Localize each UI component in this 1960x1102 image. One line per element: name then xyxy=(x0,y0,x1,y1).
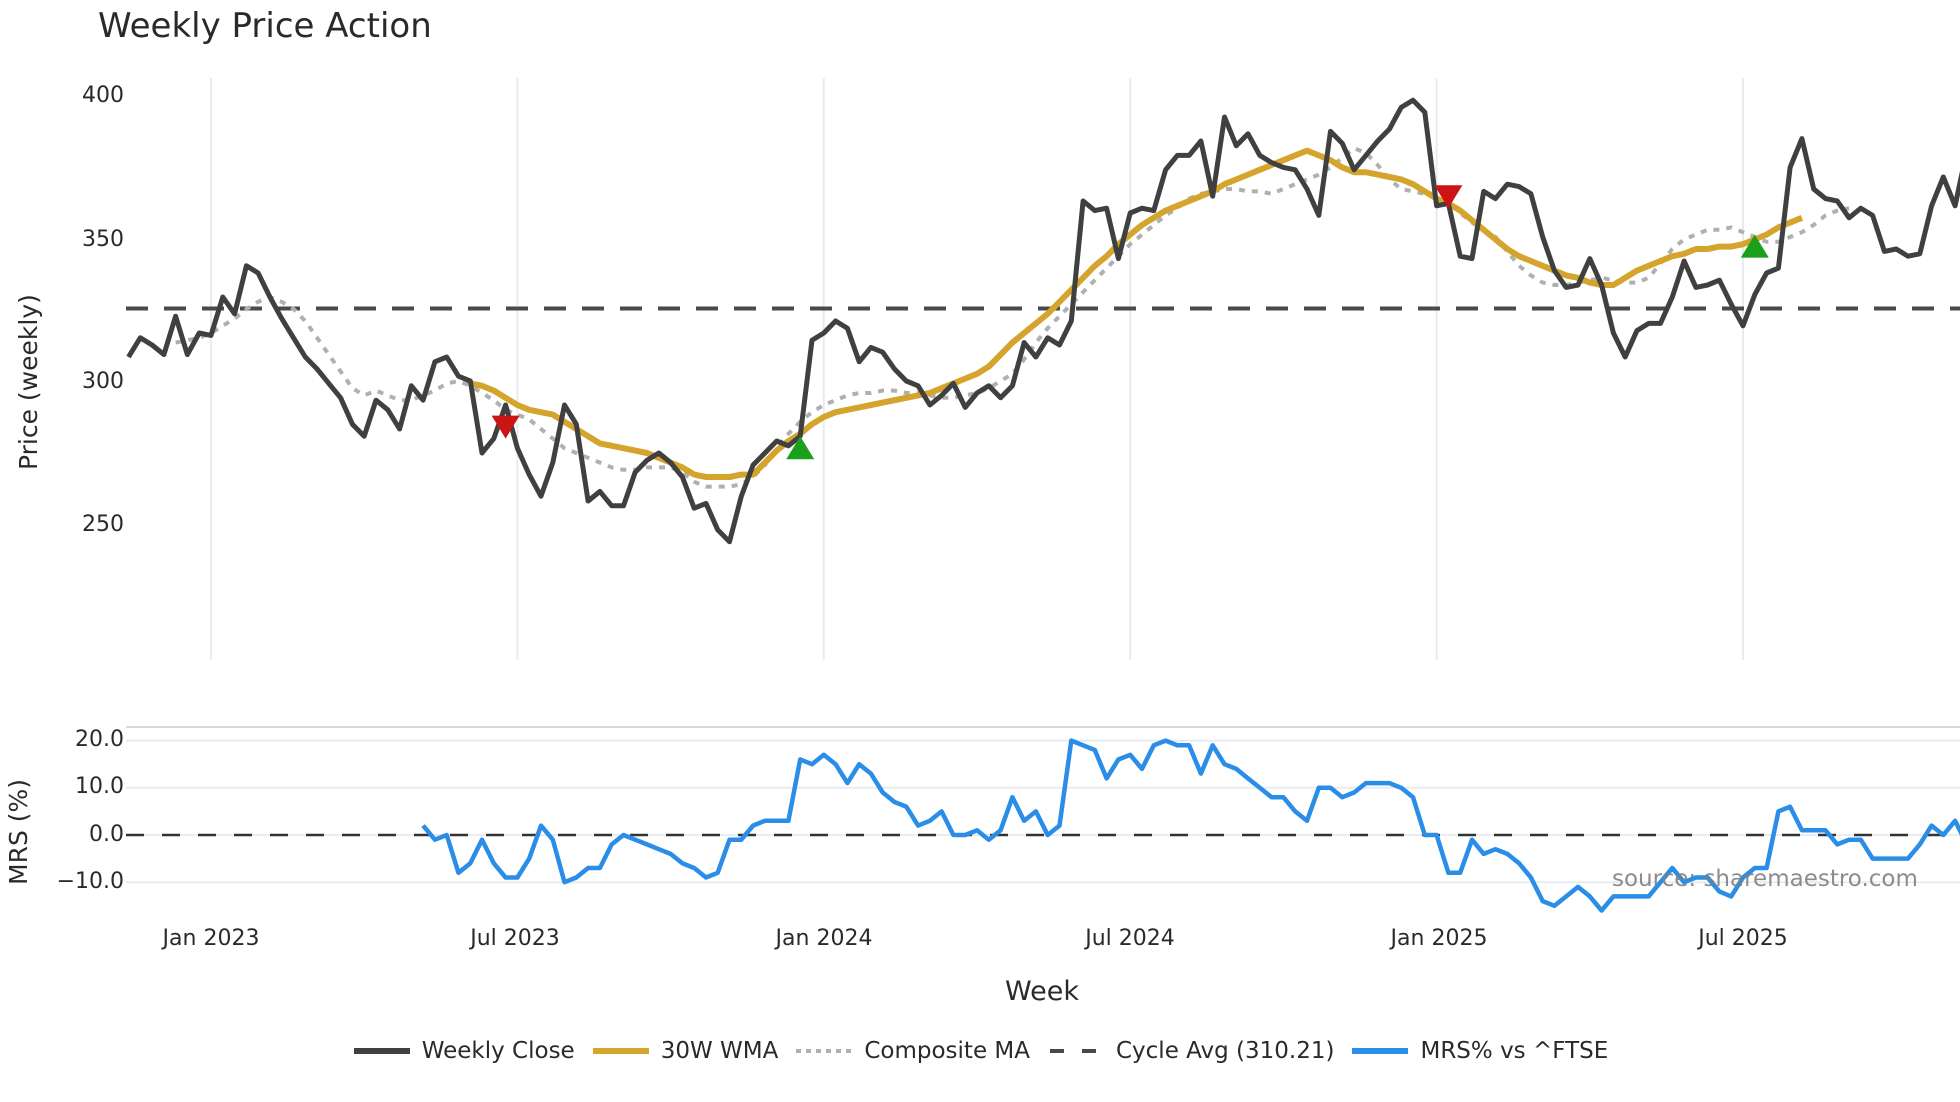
xtick-jul-2024: Jul 2024 xyxy=(1085,926,1175,951)
xtick-jan-2023: Jan 2023 xyxy=(162,926,260,951)
price-axis-label: Price (weekly) xyxy=(14,294,43,470)
buy-signal-triangle-up-icon xyxy=(786,436,815,460)
sell-signal-triangle-down-icon xyxy=(491,415,520,439)
solid-line-icon xyxy=(1352,1048,1409,1054)
mrs-ytick-0: 0.0 xyxy=(89,822,124,847)
legend-label: Composite MA xyxy=(864,1038,1030,1064)
mrs-axis-label: MRS (%) xyxy=(4,778,33,885)
legend-label: Cycle Avg (310.21) xyxy=(1115,1038,1335,1064)
mrs-ytick-10: 10.0 xyxy=(75,774,124,799)
legend-item-cycle-avg[interactable]: Cycle Avg (310.21) xyxy=(1046,1036,1335,1066)
mrs-line xyxy=(421,738,1960,913)
buy-signal-triangle-up-icon xyxy=(1740,234,1769,258)
chart-title: Weekly Price Action xyxy=(98,6,432,46)
x-axis-label: Week xyxy=(1005,976,1079,1007)
legend: Weekly Close 30W WMA Composite MA Cycle … xyxy=(0,1036,1960,1066)
xtick-jan-2025: Jan 2025 xyxy=(1390,926,1488,951)
legend-item-weekly-close[interactable]: Weekly Close xyxy=(352,1036,575,1066)
legend-item-composite-ma[interactable]: Composite MA xyxy=(794,1036,1030,1066)
source-watermark: source: sharemaestro.com xyxy=(1612,866,1918,892)
weekly-close-line xyxy=(126,97,1960,545)
sell-signal-triangle-down-icon xyxy=(1434,185,1463,209)
wma-30w-line xyxy=(469,147,1804,480)
legend-label: Weekly Close xyxy=(421,1038,575,1064)
mrs-ytick-20: 20.0 xyxy=(75,727,124,752)
mrs-ytick-neg10: −10.0 xyxy=(56,869,124,894)
composite-ma-line xyxy=(175,146,1850,489)
legend-item-mrs[interactable]: MRS% vs ^FTSE xyxy=(1350,1036,1608,1066)
price-ytick-250: 250 xyxy=(82,512,124,537)
price-ytick-350: 350 xyxy=(82,227,124,252)
legend-item-30w-wma[interactable]: 30W WMA xyxy=(591,1036,779,1066)
dashed-line-icon xyxy=(1049,1049,1104,1053)
solid-line-icon xyxy=(592,1048,649,1054)
xtick-jul-2025: Jul 2025 xyxy=(1698,926,1788,951)
price-ytick-300: 300 xyxy=(82,369,124,394)
price-ytick-400: 400 xyxy=(82,83,124,108)
legend-label: MRS% vs ^FTSE xyxy=(1420,1038,1609,1064)
legend-label: 30W WMA xyxy=(660,1038,779,1064)
xtick-jan-2024: Jan 2024 xyxy=(775,926,873,951)
xtick-jul-2023: Jul 2023 xyxy=(470,926,560,951)
solid-line-icon xyxy=(353,1048,410,1054)
dotted-line-icon xyxy=(796,1049,853,1053)
